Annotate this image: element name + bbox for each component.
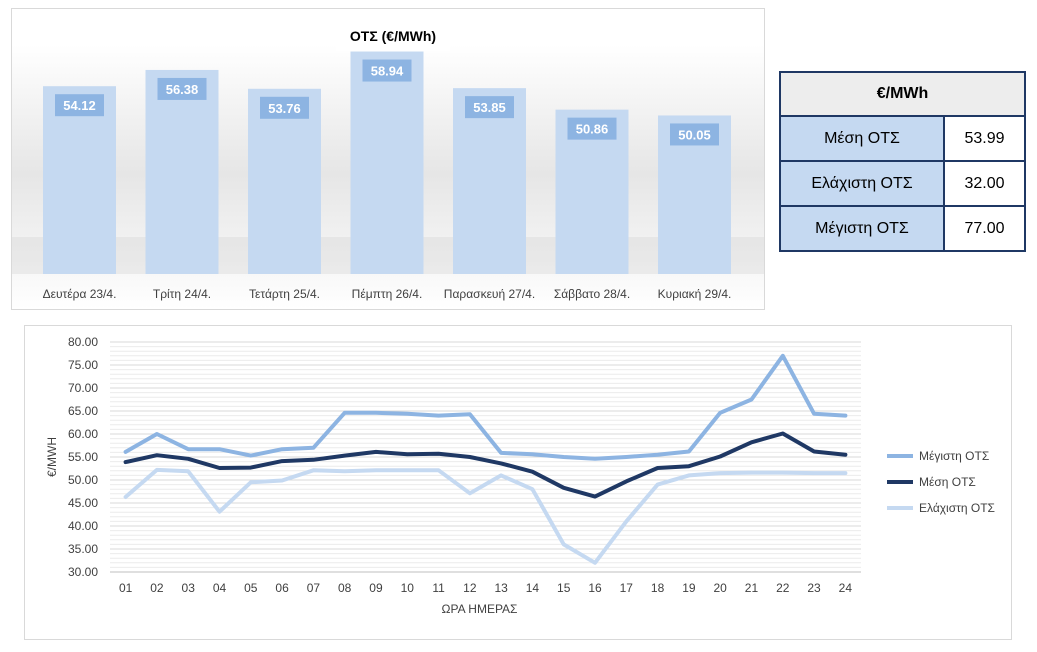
table-row-label: Μέση ΟΤΣ	[779, 115, 945, 162]
y-tick-label: 30.00	[68, 565, 98, 579]
y-tick-label: 60.00	[68, 427, 98, 441]
x-axis-title: ΩΡΑ ΗΜΕΡΑΣ	[442, 602, 518, 616]
data-label: 50.05	[678, 127, 711, 142]
y-axis-title: €/MWH	[45, 437, 59, 477]
x-tick-label: 18	[651, 581, 665, 595]
data-label-box	[567, 117, 617, 140]
x-tick-label: 09	[369, 581, 383, 595]
data-label-box	[157, 77, 207, 100]
legend-label: Μέγιστη ΟΤΣ	[919, 449, 989, 463]
x-tick-label: 10	[401, 581, 415, 595]
bar	[350, 51, 424, 275]
x-tick-label: 03	[182, 581, 196, 595]
x-tick-label: 16	[588, 581, 602, 595]
legend-label: Μέση ΟΤΣ	[919, 475, 976, 489]
x-tick-label: 15	[557, 581, 571, 595]
y-tick-label: 80.00	[68, 335, 98, 349]
y-tick-label: 65.00	[68, 404, 98, 418]
x-tick-label: 02	[150, 581, 164, 595]
data-label: 53.85	[473, 100, 506, 115]
table-row-value: 53.99	[943, 115, 1026, 162]
data-label-box	[670, 123, 719, 146]
table-row: Μέση ΟΤΣ 53.99	[779, 115, 1026, 162]
x-tick-label: 22	[776, 581, 790, 595]
y-tick-label: 40.00	[68, 519, 98, 533]
bar	[145, 69, 219, 274]
x-tick-label: 24	[839, 581, 853, 595]
series-line	[123, 353, 848, 461]
data-label: 54.12	[63, 98, 96, 113]
x-tick-label: 14	[526, 581, 540, 595]
table-row-value: 32.00	[943, 160, 1026, 207]
x-tick-label: 13	[494, 581, 508, 595]
bar-chart-svg: 54.12 Δευτέρα 23/4. 56.38 Τρίτη 24/4. 53.76 Τ…	[12, 51, 764, 301]
x-tick-label: 19	[682, 581, 696, 595]
data-label: 50.86	[576, 122, 609, 137]
x-tick-label: 11	[432, 581, 445, 595]
data-label: 58.94	[371, 64, 404, 79]
daily-price-bar-chart: 54.12 Δευτέρα 23/4. 56.38 Τρίτη 24/4. 53.76 Τ…	[11, 8, 765, 310]
bar	[248, 88, 321, 274]
y-tick-label: 35.00	[68, 542, 98, 556]
x-tick-label: 05	[244, 581, 258, 595]
y-tick-label: 45.00	[68, 496, 98, 510]
price-summary-table: €/MWh Μέση ΟΤΣ 53.99 Ελάχιστη ΟΤΣ 32.00 …	[779, 71, 1026, 252]
x-tick-label: 07	[307, 581, 321, 595]
x-tick-label: 21	[745, 581, 759, 595]
category-label: Τρίτη 24/4.	[153, 287, 211, 301]
y-tick-label: 75.00	[68, 358, 98, 372]
data-label: 56.38	[166, 82, 199, 97]
x-tick-label: 06	[275, 581, 289, 595]
x-tick-label: 17	[620, 581, 634, 595]
x-tick-label: 04	[213, 581, 227, 595]
x-tick-label: 20	[714, 581, 728, 595]
data-label-box	[465, 96, 514, 119]
x-tick-label: 08	[338, 581, 352, 595]
data-label-box	[260, 96, 309, 119]
y-tick-label: 55.00	[68, 450, 98, 464]
series-line	[123, 431, 848, 499]
category-label: Τετάρτη 25/4.	[249, 287, 320, 301]
table-header-row: €/MWh	[779, 71, 1026, 117]
category-label: Σάββατο 28/4.	[554, 287, 630, 301]
table-row-label: Ελάχιστη ΟΤΣ	[779, 160, 945, 207]
category-label: Δευτέρα 23/4.	[43, 287, 117, 301]
bar-chart-title: ΟΤΣ (€/MWh)	[336, 21, 450, 51]
x-tick-label: 23	[807, 581, 821, 595]
data-label-box	[55, 94, 104, 117]
category-label: Παρασκευή 27/4.	[444, 287, 535, 301]
legend-label: Ελάχιστη ΟΤΣ	[919, 501, 995, 515]
data-label: 53.76	[268, 101, 301, 116]
bar	[453, 88, 526, 275]
table-row: Ελάχιστη ΟΤΣ 32.00	[779, 160, 1026, 207]
series-line	[123, 467, 848, 565]
category-label: Πέμπτη 26/4.	[352, 287, 423, 301]
table-row-value: 77.00	[943, 205, 1026, 252]
x-tick-label: 12	[463, 581, 477, 595]
table-header: €/MWh	[779, 71, 1026, 117]
hourly-price-line-chart: 30.00 35.00 40.00 45.00 50.00 55.00 60.00 65.00…	[24, 325, 1012, 640]
y-tick-label: 70.00	[68, 381, 98, 395]
bar	[43, 86, 116, 274]
x-tick-label: 01	[119, 581, 133, 595]
data-label-box	[362, 59, 412, 82]
y-tick-label: 50.00	[68, 473, 98, 487]
table-row: Μέγιστη ΟΤΣ 77.00	[779, 205, 1026, 252]
line-chart-svg: 30.00 35.00 40.00 45.00 50.00 55.00 60.00 65.00…	[45, 335, 995, 616]
category-label: Κυριακή 29/4.	[658, 287, 732, 301]
table-row-label: Μέγιστη ΟΤΣ	[779, 205, 945, 252]
